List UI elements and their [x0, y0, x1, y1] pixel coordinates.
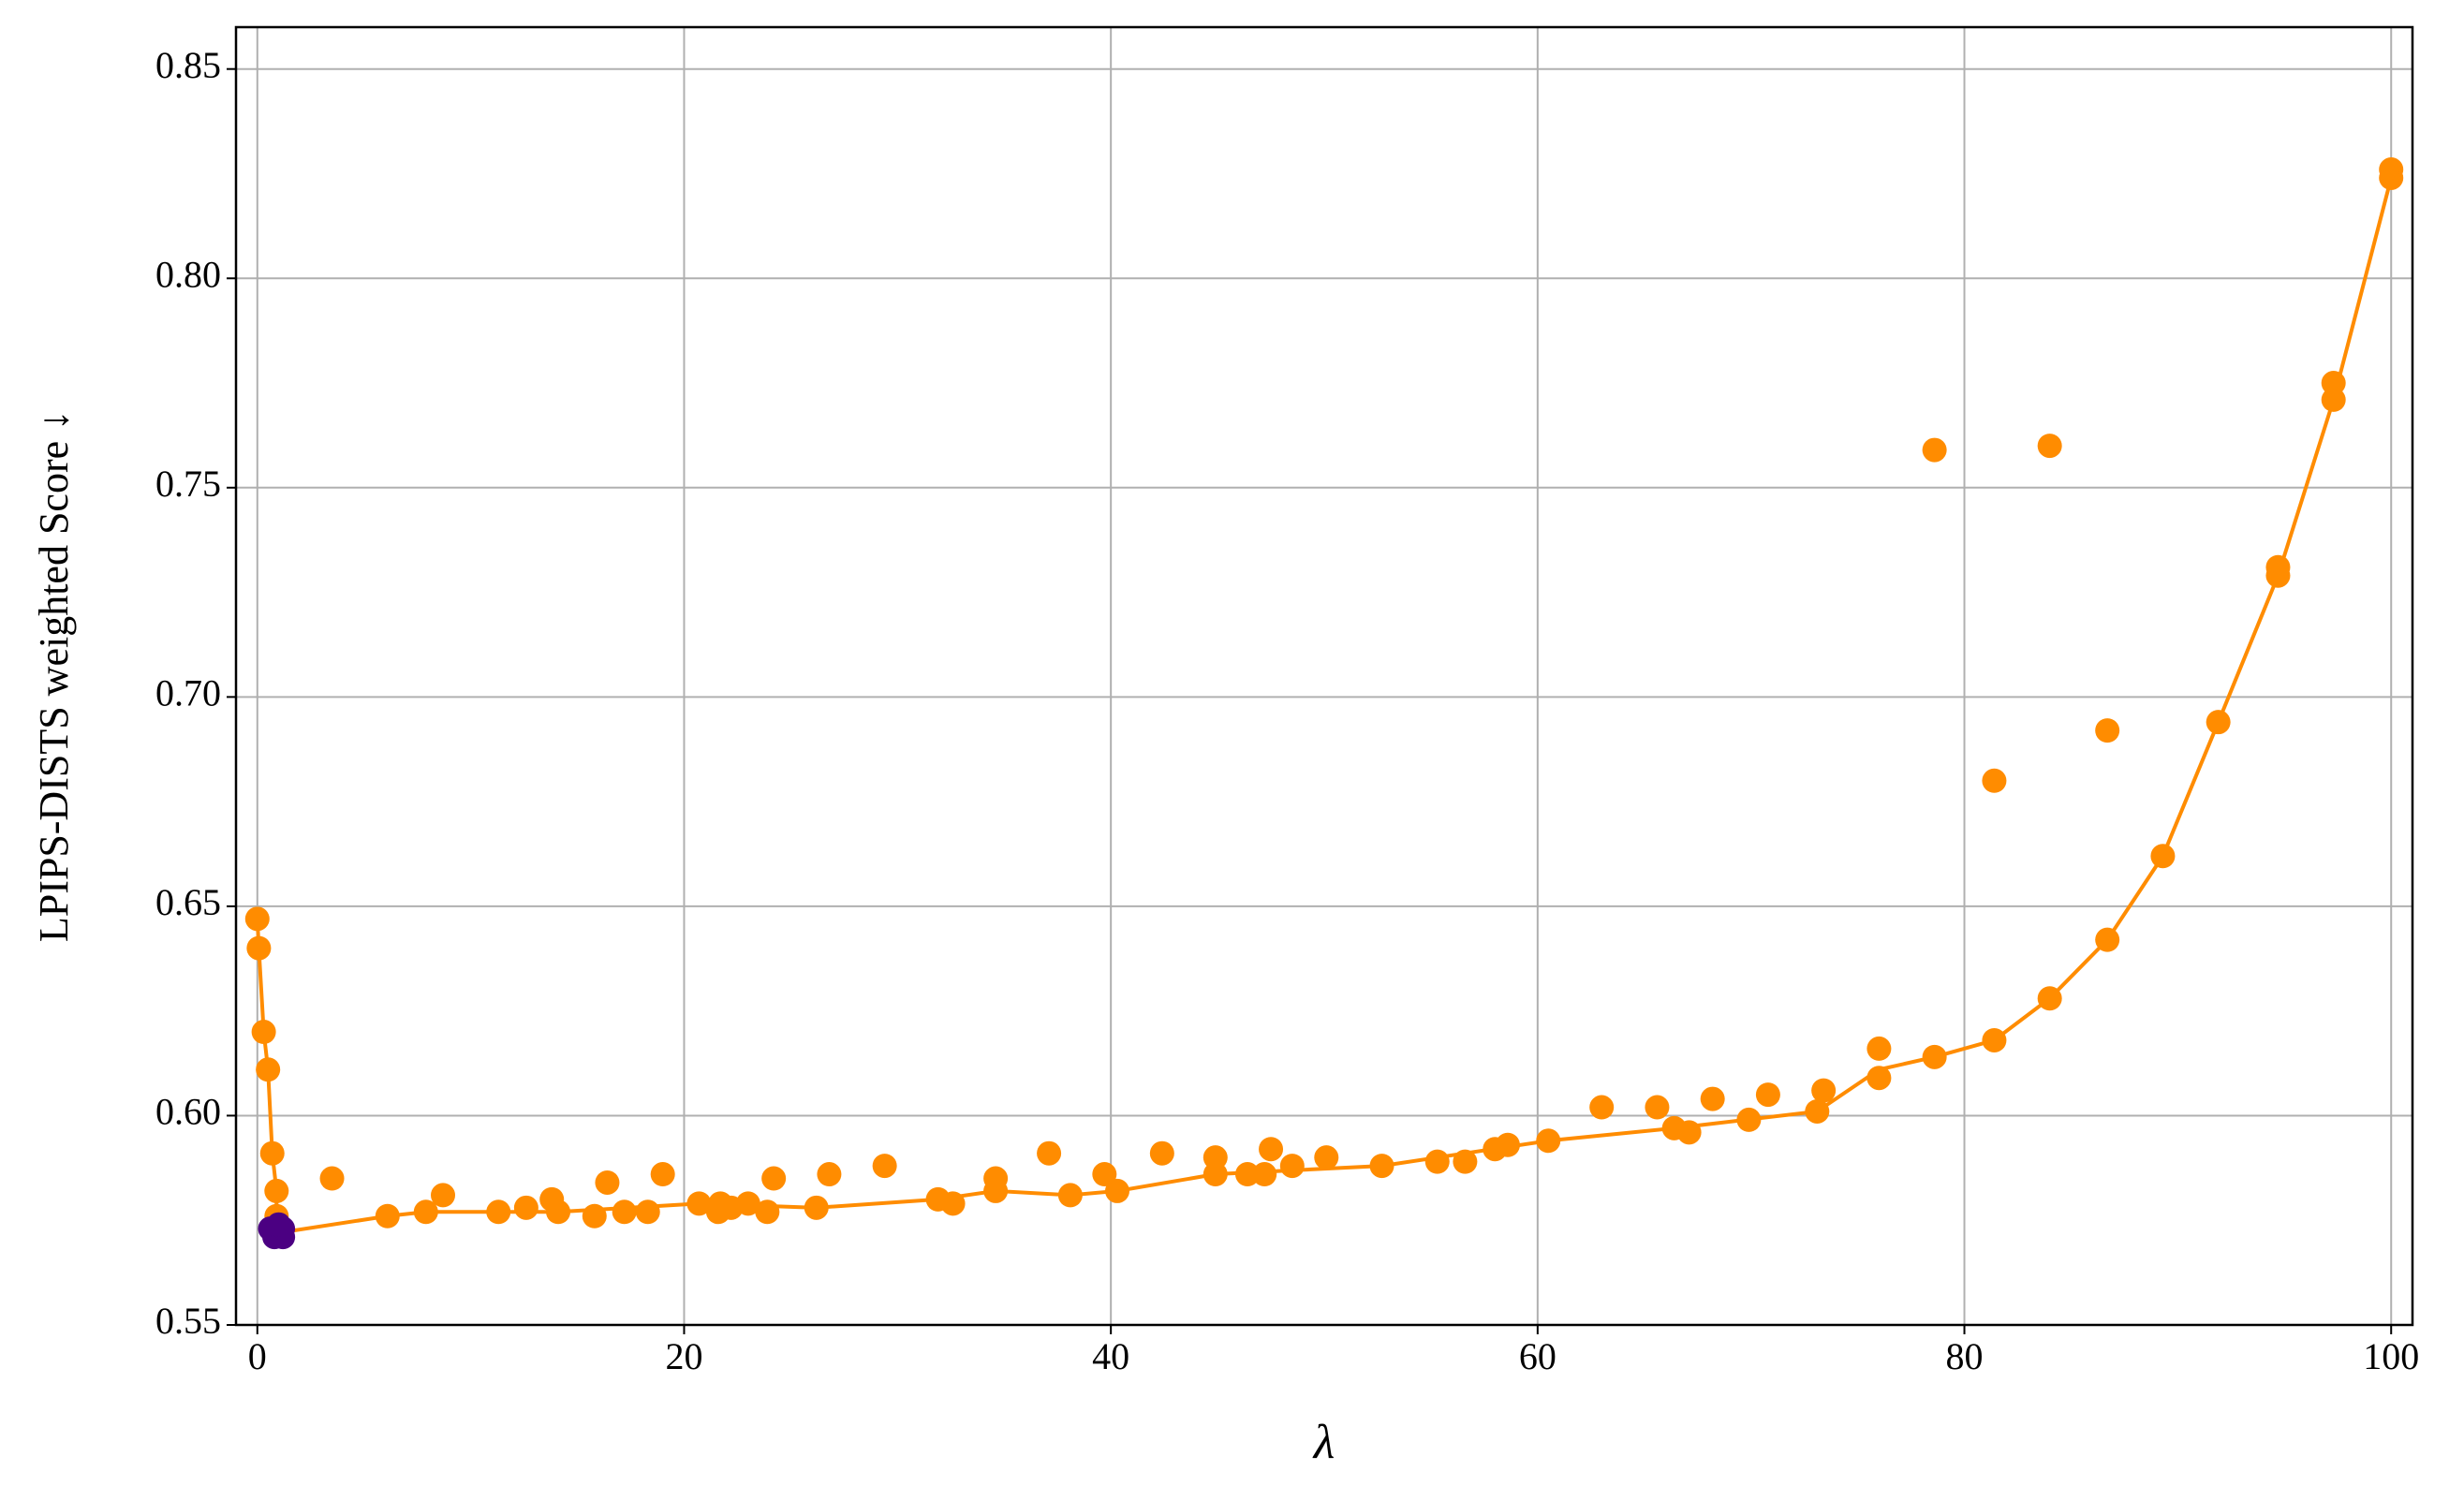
x-tick-label: 20 [665, 1335, 702, 1377]
point [1234, 1162, 1260, 1187]
point [686, 1191, 712, 1216]
point [486, 1199, 511, 1225]
point [595, 1170, 620, 1195]
x-tick-label: 60 [1519, 1335, 1557, 1377]
point [650, 1162, 675, 1187]
point [1866, 1066, 1892, 1091]
point [1202, 1162, 1228, 1187]
point [246, 935, 272, 961]
point [256, 1057, 281, 1082]
y-axis-label: LPIPS-DISTS weighted Score ↓ [31, 410, 77, 942]
point [1259, 1137, 1284, 1162]
point [251, 1020, 276, 1045]
point [2265, 554, 2291, 580]
point [2321, 387, 2346, 412]
point [1805, 1098, 1830, 1124]
plot-frame [234, 25, 2414, 1327]
point [1811, 1078, 1837, 1103]
point [735, 1191, 760, 1216]
point [635, 1199, 660, 1225]
y-tick-label: 0.65 [155, 881, 221, 923]
x-tick-label: 100 [2363, 1335, 2419, 1377]
point [1866, 1036, 1892, 1061]
point [1149, 1140, 1174, 1166]
point [1453, 1149, 1478, 1174]
point [1922, 1044, 1947, 1069]
point [1369, 1154, 1394, 1179]
point [266, 1212, 291, 1237]
point [1645, 1095, 1670, 1120]
point [612, 1199, 637, 1225]
point [1104, 1178, 1129, 1203]
x-axis-label: λ [1312, 1416, 1335, 1469]
x-tick-label: 80 [1946, 1335, 1984, 1377]
point [431, 1183, 456, 1208]
line [255, 177, 2394, 1235]
point [1279, 1154, 1305, 1179]
point [1092, 1162, 1117, 1187]
y-tick-label: 0.60 [155, 1091, 221, 1133]
point [244, 906, 270, 932]
point [413, 1199, 438, 1225]
point [817, 1162, 842, 1187]
point [2095, 927, 2120, 952]
point [259, 1140, 285, 1166]
x-tick-label: 40 [1092, 1335, 1129, 1377]
x-tick-label: 0 [248, 1335, 267, 1377]
y-tick-label: 0.55 [155, 1300, 221, 1342]
point [1589, 1095, 1615, 1120]
point [1676, 1120, 1702, 1145]
point [2037, 434, 2062, 459]
point [940, 1191, 966, 1216]
point [546, 1199, 571, 1225]
point [582, 1203, 607, 1229]
point [1424, 1149, 1450, 1174]
point [2321, 371, 2346, 396]
y-tick-label: 0.85 [155, 44, 221, 86]
point [1982, 768, 2007, 793]
point [513, 1195, 539, 1220]
point [2379, 157, 2404, 183]
point [1922, 437, 1947, 463]
point [1202, 1145, 1228, 1170]
point [1700, 1086, 1725, 1111]
point [375, 1203, 400, 1229]
point [2206, 710, 2231, 735]
point [1536, 1128, 1561, 1154]
point [1314, 1145, 1339, 1170]
point [2037, 986, 2062, 1011]
y-tick-label: 0.80 [155, 253, 221, 295]
point [983, 1178, 1009, 1203]
point [804, 1195, 829, 1220]
point [1736, 1107, 1762, 1132]
point [1057, 1183, 1083, 1208]
y-tick-label: 0.75 [155, 463, 221, 505]
point [1982, 1027, 2007, 1052]
point [319, 1166, 345, 1191]
point [1755, 1082, 1780, 1108]
point [1252, 1162, 1277, 1187]
point [872, 1154, 897, 1179]
point [1037, 1140, 1062, 1166]
point [1495, 1132, 1520, 1157]
point [2095, 718, 2120, 743]
point [761, 1166, 787, 1191]
point [264, 1178, 289, 1203]
point [2150, 844, 2176, 869]
y-tick-label: 0.70 [155, 672, 221, 714]
point [755, 1199, 780, 1225]
